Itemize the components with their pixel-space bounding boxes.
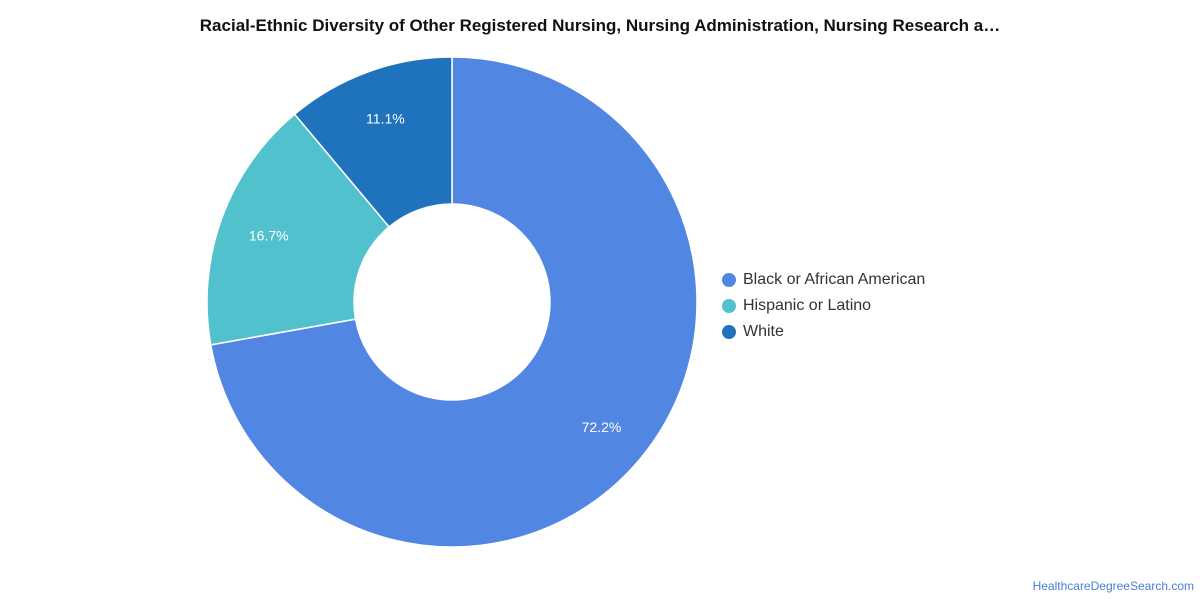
chart-slice-labels: 72.2% 16.7% 11.1% bbox=[249, 111, 621, 436]
source-link[interactable]: HealthcareDegreeSearch.com bbox=[1032, 579, 1194, 593]
donut-slice-0[interactable] bbox=[209, 56, 698, 548]
chart-slices bbox=[206, 56, 698, 548]
donut-slice-2[interactable] bbox=[293, 56, 453, 228]
legend-swatch-1 bbox=[722, 299, 736, 313]
legend-item[interactable]: White bbox=[722, 319, 925, 345]
chart-legend: Black or African American Hispanic or La… bbox=[722, 267, 925, 345]
slice-value-label-1: 16.7% bbox=[249, 227, 289, 243]
legend-item[interactable]: Hispanic or Latino bbox=[722, 293, 925, 319]
legend-swatch-2 bbox=[722, 325, 736, 339]
legend-label: Black or African American bbox=[743, 271, 926, 288]
slice-value-label-2: 11.1% bbox=[366, 111, 405, 127]
donut-slice-1[interactable] bbox=[206, 113, 391, 346]
legend-label: Hispanic or Latino bbox=[743, 297, 872, 314]
legend-label: White bbox=[743, 323, 784, 340]
legend-swatch-0 bbox=[722, 273, 736, 287]
chart-title: Racial-Ethnic Diversity of Other Registe… bbox=[199, 16, 1001, 35]
legend-item[interactable]: Black or African American bbox=[722, 267, 925, 293]
slice-value-label-0: 72.2% bbox=[582, 419, 622, 435]
